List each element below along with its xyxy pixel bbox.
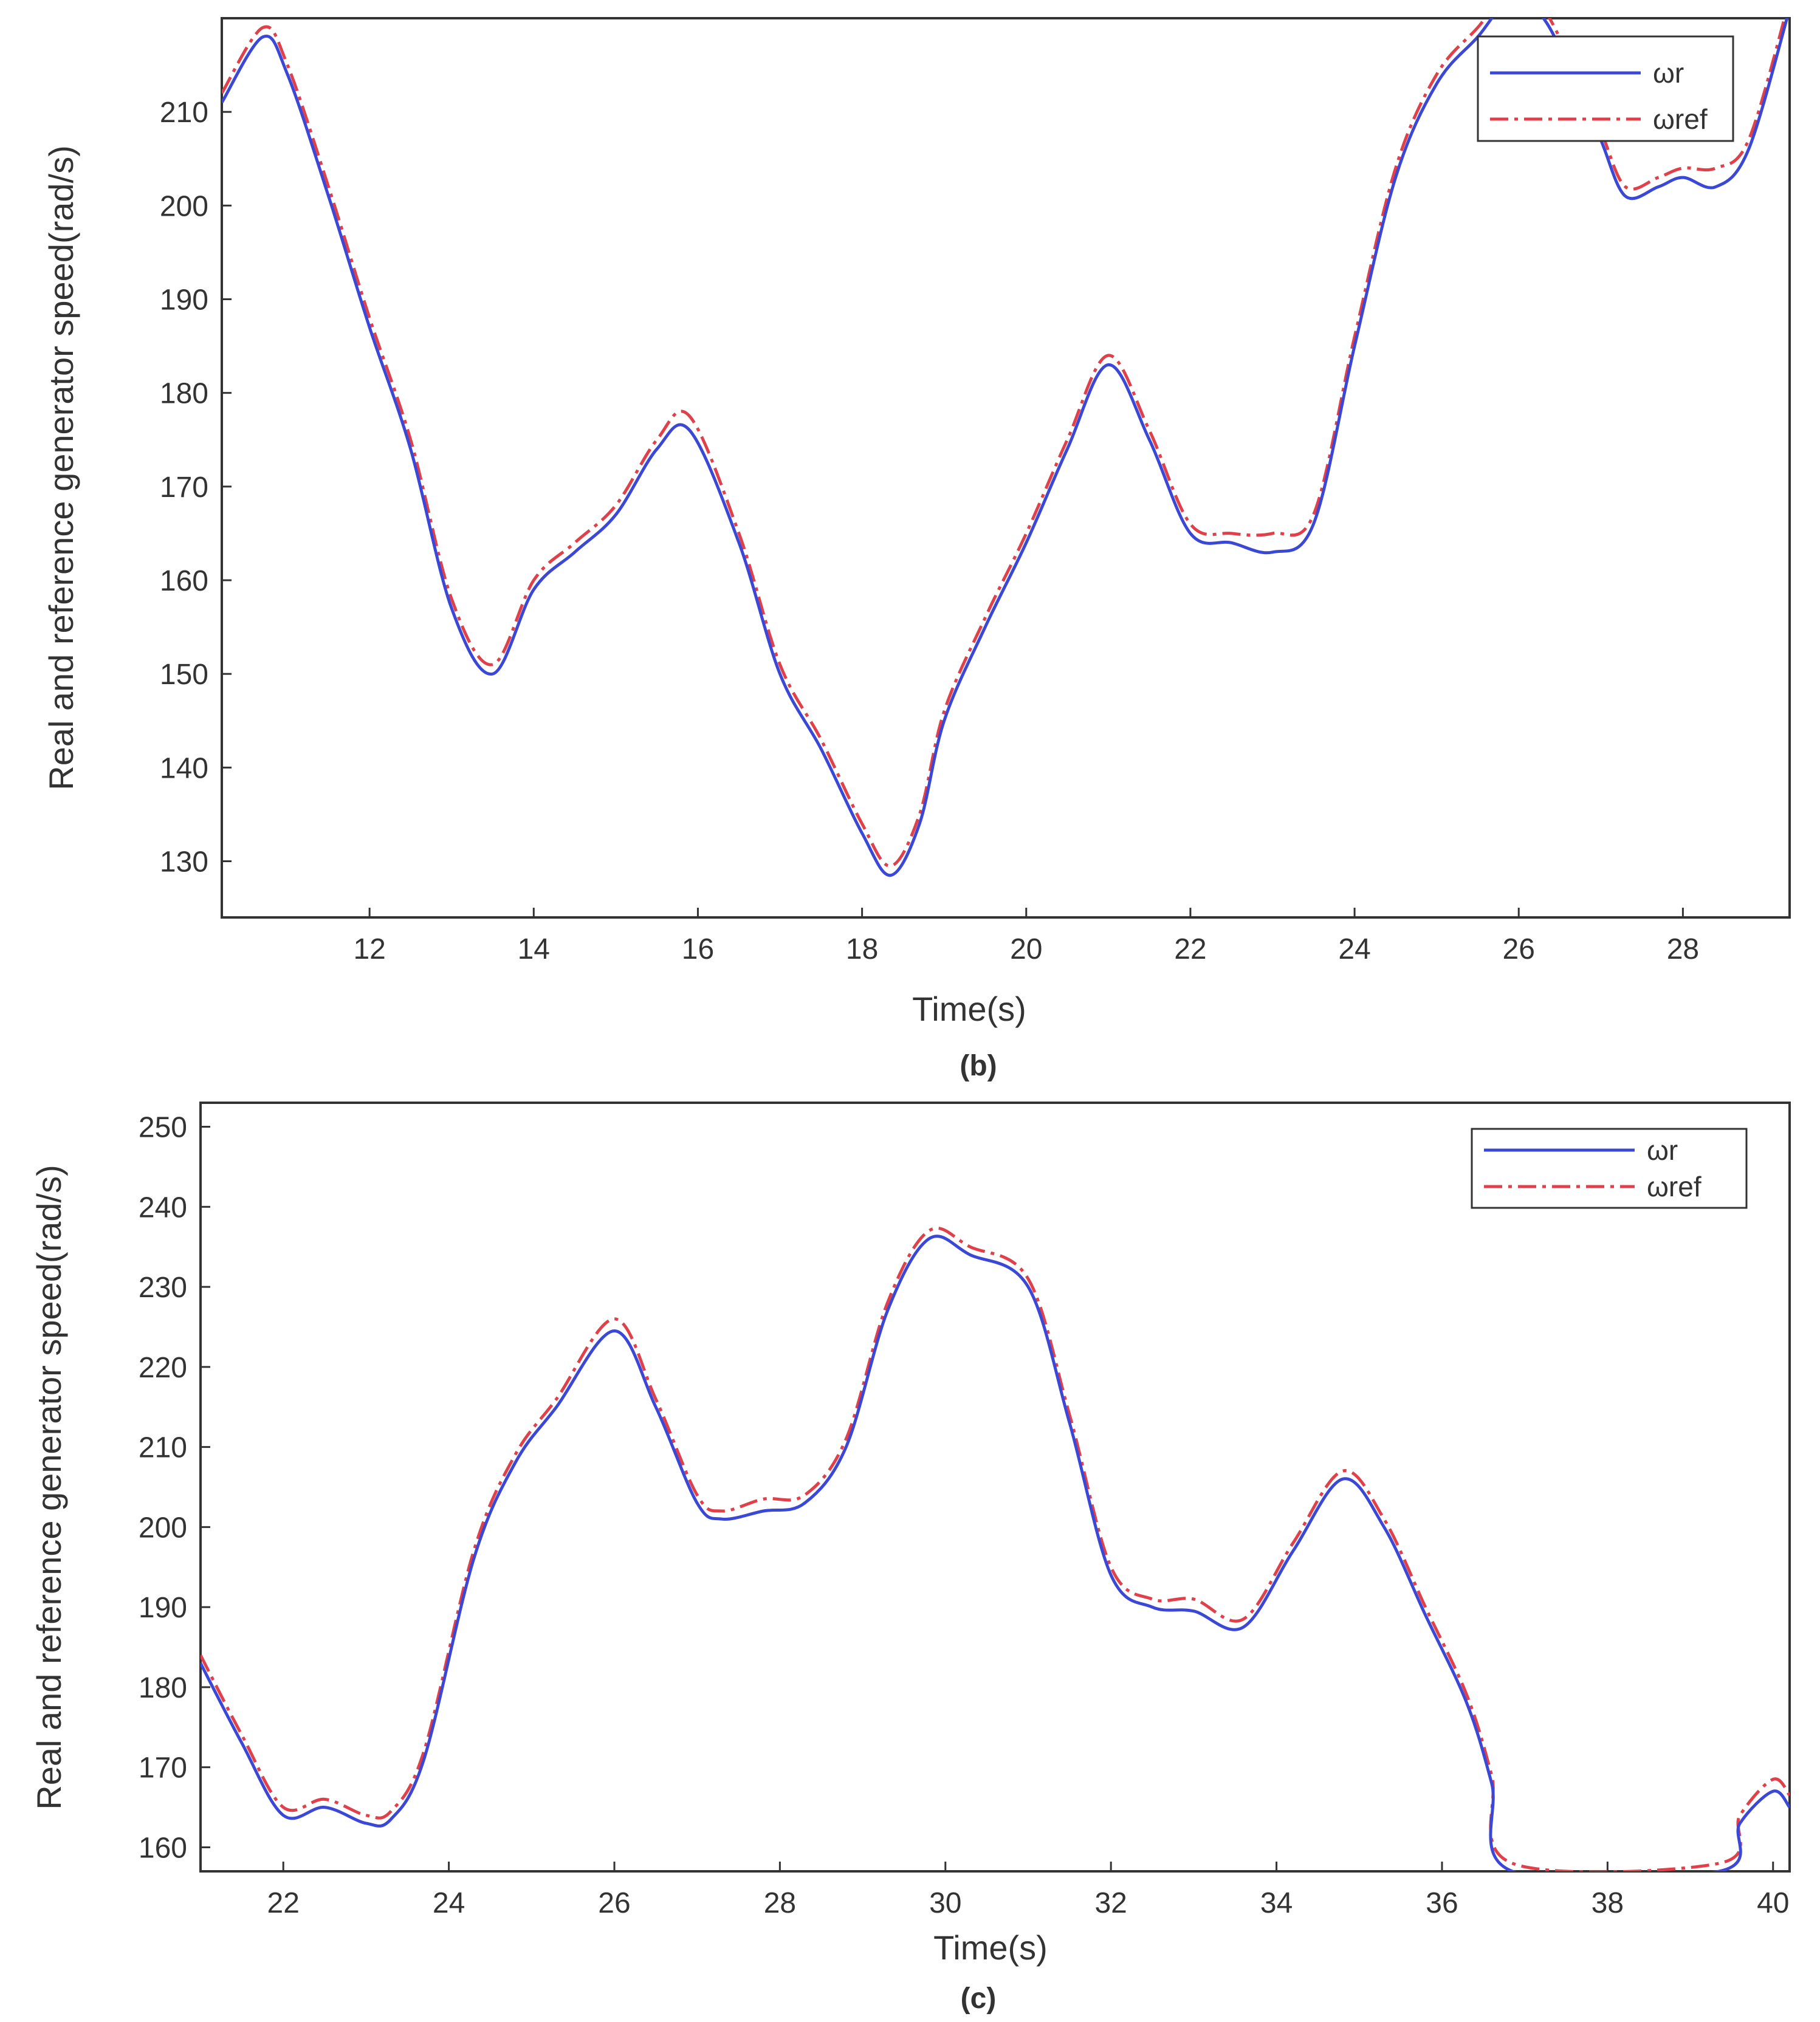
x-tick-label: 26 [598, 1887, 630, 1919]
x-tick-label: 14 [518, 933, 550, 965]
legend-label-wref-c: ωref [1647, 1171, 1702, 1202]
series-line-wref [201, 1226, 1790, 1871]
x-tick-label: 40 [1757, 1887, 1789, 1919]
legend-box-b [1477, 35, 1734, 142]
y-tick-label: 140 [160, 752, 208, 784]
chart-b: 130 140 150 160 170 180 190 200 210 12 14 16 18 20 22… [42, 17, 1791, 1082]
y-tick-label: 240 [139, 1191, 187, 1224]
y-tick-label: 200 [139, 1512, 187, 1544]
chart-c: 160 170 180 190 200 210 220 230 240 250 22 24 26 28 3… [30, 1102, 1791, 2015]
y-tick-label: 180 [160, 378, 208, 410]
x-tick-label: 30 [929, 1887, 961, 1919]
y-tick-label: 250 [139, 1112, 187, 1144]
y-tick-label: 220 [139, 1352, 187, 1384]
y-tick-label: 150 [160, 659, 208, 691]
y-tick-label: 190 [139, 1592, 187, 1624]
legend-box-c [1471, 1128, 1748, 1209]
y-tick-label: 190 [160, 284, 208, 317]
y-tick-label: 160 [139, 1832, 187, 1864]
x-tick-label: 22 [267, 1887, 300, 1919]
y-tick-label: 160 [160, 565, 208, 597]
x-tick-label: 12 [353, 933, 385, 965]
x-tick-label: 38 [1592, 1887, 1624, 1919]
x-tick-label: 36 [1426, 1887, 1458, 1919]
y-tick-label: 210 [160, 97, 208, 129]
y-tick-label: 230 [139, 1272, 187, 1304]
x-tick-label: 26 [1503, 933, 1535, 965]
x-tick-label: 28 [1667, 933, 1699, 965]
caption-c: (c) [961, 1983, 997, 2015]
x-axis-label-c: Time(s) [933, 1928, 1048, 1967]
series-line-wref [222, 18, 1787, 868]
legend-label-wr-b: ωr [1653, 57, 1684, 89]
plot-frame-c [199, 1102, 1791, 1873]
x-tick-label: 18 [846, 933, 878, 965]
y-tick-label: 200 [160, 190, 208, 222]
x-tick-label: 24 [1338, 933, 1370, 965]
y-tick-label: 130 [160, 846, 208, 879]
x-tick-label: 34 [1260, 1887, 1293, 1919]
y-tick-label: 180 [139, 1672, 187, 1704]
series-line-wr [222, 18, 1789, 877]
y-axis-label-b: Real and reference generator speed(rad/s… [42, 145, 80, 790]
x-tick-label: 24 [433, 1887, 465, 1919]
series-line-wr [201, 1235, 1790, 1871]
y-axis-label-c: Real and reference generator speed(rad/s… [30, 1165, 68, 1810]
x-axis-label-b: Time(s) [912, 990, 1026, 1028]
legend-c: ωr ωref [1471, 1128, 1748, 1209]
y-tick-label: 170 [160, 471, 208, 504]
x-tick-label: 22 [1174, 933, 1206, 965]
y-tick-label: 210 [139, 1432, 187, 1464]
x-tick-label: 16 [682, 933, 714, 965]
y-tick-label: 170 [139, 1752, 187, 1784]
legend-label-wref-b: ωref [1653, 103, 1708, 135]
plot-frame-b [221, 17, 1791, 919]
x-tick-label: 32 [1094, 1887, 1127, 1919]
legend-label-wr-c: ωr [1647, 1134, 1678, 1166]
legend-b: ωr ωref [1477, 35, 1734, 142]
x-tick-label: 28 [764, 1887, 796, 1919]
x-tick-label: 20 [1010, 933, 1042, 965]
caption-b: (b) [960, 1050, 997, 1082]
